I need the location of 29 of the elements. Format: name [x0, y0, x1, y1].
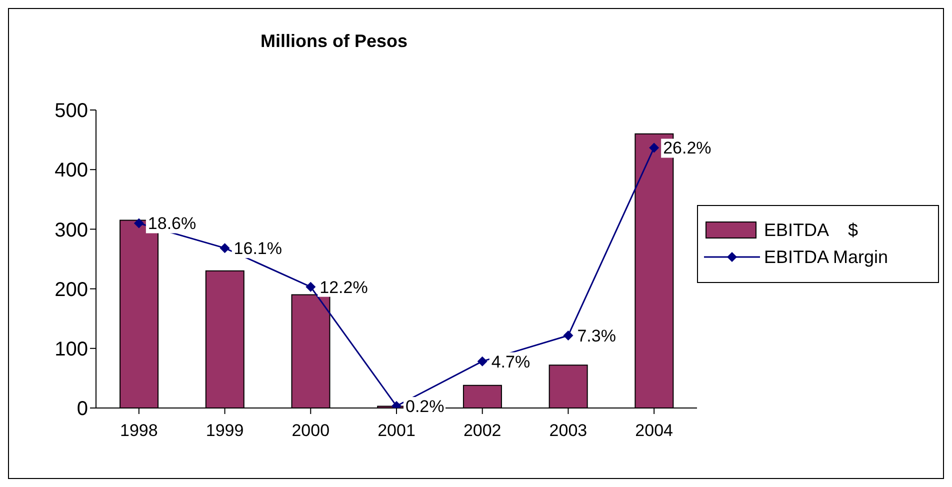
y-tick-label: 200: [54, 278, 88, 301]
legend-label: EBITDA Margin: [764, 246, 888, 268]
data-label: 18.6%: [148, 214, 196, 234]
y-tick-label: 300: [54, 219, 88, 242]
data-label: 7.3%: [577, 326, 616, 346]
point: [563, 330, 574, 340]
y-tick-label: 0: [76, 398, 88, 420]
y-tick-label: 400: [54, 160, 88, 182]
point: [306, 282, 316, 292]
x-tick-label: 2000: [292, 421, 330, 440]
x-tick-label: 2004: [635, 421, 673, 440]
y-tick-label: 500: [54, 100, 88, 122]
data-label: 16.1%: [234, 239, 282, 258]
data-label: 26.2%: [663, 138, 712, 158]
chart-title: Millions of Pesos: [259, 31, 409, 52]
data-label: 4.7%: [491, 352, 530, 372]
point: [220, 243, 230, 254]
point: [649, 142, 660, 153]
point: [477, 356, 488, 366]
x-tick-label: 1998: [120, 421, 158, 440]
x-tick-label: 2003: [549, 421, 588, 440]
x-tick-label: 2002: [463, 421, 502, 440]
data-label: 0.2%: [406, 397, 444, 416]
legend-label: EBITDA $: [764, 220, 858, 240]
point: [134, 218, 144, 228]
data-label: 12.2%: [320, 278, 368, 297]
y-tick-label: 100: [54, 338, 88, 360]
x-tick-label: 1999: [206, 421, 244, 440]
x-tick-label: 2001: [378, 421, 416, 440]
